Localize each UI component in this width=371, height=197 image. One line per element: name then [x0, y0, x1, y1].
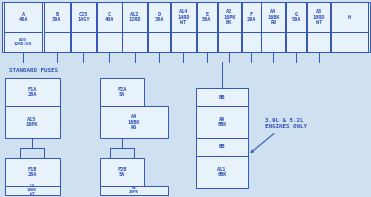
Bar [43, 32, 70, 52]
Bar [242, 32, 261, 52]
Bar [286, 2, 306, 32]
Bar [4, 2, 43, 32]
Bar [100, 106, 168, 138]
Text: F
20A: F 20A [246, 12, 256, 22]
Text: D
30A: D 30A [154, 12, 164, 22]
Bar [196, 88, 248, 106]
Bar [100, 78, 144, 106]
Text: A
40A: A 40A [19, 12, 28, 22]
Text: M1
20PK: M1 20PK [129, 186, 139, 194]
Bar [171, 2, 196, 32]
Text: G
50A: G 50A [292, 12, 301, 22]
Bar [5, 78, 60, 106]
Text: L9
18BK
WT: L9 18BK WT [27, 184, 37, 196]
Text: A15
16PK: A15 16PK [26, 117, 38, 127]
Bar [262, 32, 285, 52]
Bar [100, 158, 144, 186]
Bar [197, 2, 217, 32]
Bar [2, 2, 370, 52]
Bar [171, 32, 196, 52]
Text: F1B
20A: F1B 20A [27, 167, 37, 177]
Bar [71, 32, 96, 52]
Bar [71, 2, 96, 32]
Bar [218, 32, 241, 52]
Text: BB: BB [219, 95, 225, 99]
Text: B
30A: B 30A [52, 12, 62, 22]
Bar [43, 2, 70, 32]
Bar [218, 2, 241, 32]
Bar [197, 32, 217, 52]
Text: BB: BB [219, 145, 225, 150]
Bar [4, 32, 43, 52]
Text: A2
10PK
BK: A2 10PK BK [223, 9, 236, 25]
Bar [262, 2, 285, 32]
Bar [196, 106, 248, 138]
Bar [307, 2, 330, 32]
Text: 3.9L & 5.2L
ENGINES ONLY: 3.9L & 5.2L ENGINES ONLY [251, 118, 307, 152]
Bar [100, 186, 168, 195]
Bar [148, 2, 170, 32]
Bar [96, 2, 122, 32]
Text: A4
16BK
RD: A4 16BK RD [128, 114, 140, 130]
Text: H: H [348, 15, 351, 20]
Bar [122, 2, 147, 32]
Text: A11
6BK: A11 6BK [217, 167, 227, 177]
Bar [331, 32, 368, 52]
Text: E
50A: E 50A [202, 12, 211, 22]
Bar [242, 2, 261, 32]
Bar [122, 32, 147, 52]
Text: C
40A: C 40A [104, 12, 114, 22]
Text: F2B
5A: F2B 5A [117, 167, 127, 177]
Text: A20
12RD/DG: A20 12RD/DG [14, 38, 32, 46]
Text: A4
16BK
RD: A4 16BK RD [267, 9, 280, 25]
Text: A14
14RD
WT: A14 14RD WT [177, 9, 190, 25]
Bar [196, 138, 248, 156]
Bar [307, 32, 330, 52]
Bar [148, 32, 170, 52]
Bar [286, 32, 306, 52]
Text: F1A
20A: F1A 20A [27, 87, 37, 97]
Text: A3
10RD
WT: A3 10RD WT [312, 9, 325, 25]
Text: F2A
5A: F2A 5A [117, 87, 127, 97]
Bar [5, 106, 60, 138]
Text: A9
6BK: A9 6BK [217, 117, 227, 127]
Text: A12
12RD: A12 12RD [129, 12, 141, 22]
Bar [196, 156, 248, 188]
Bar [96, 32, 122, 52]
Bar [5, 186, 60, 195]
Bar [5, 158, 60, 186]
Text: STANDARD FUSES: STANDARD FUSES [9, 68, 58, 73]
Bar [331, 2, 368, 32]
Text: C25
14GY: C25 14GY [77, 12, 89, 22]
